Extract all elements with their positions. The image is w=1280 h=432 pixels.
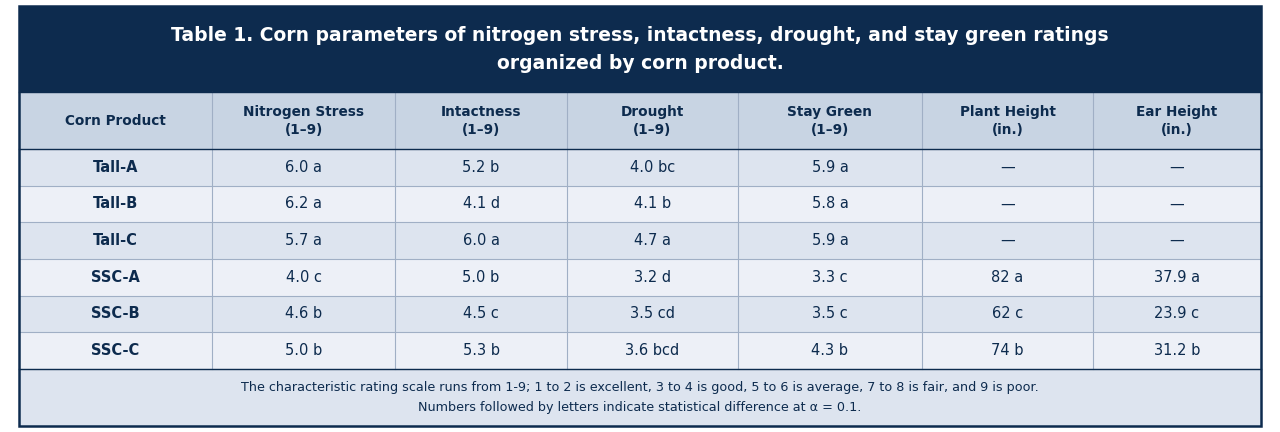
Text: 5.9 a: 5.9 a xyxy=(812,160,849,175)
Text: 5.2 b: 5.2 b xyxy=(462,160,499,175)
Text: —: — xyxy=(1170,233,1184,248)
Text: Ear Height
(in.): Ear Height (in.) xyxy=(1137,105,1217,137)
Text: 5.7 a: 5.7 a xyxy=(285,233,323,248)
Text: 3.5 c: 3.5 c xyxy=(812,306,847,321)
Text: 6.2 a: 6.2 a xyxy=(285,197,323,211)
Text: 6.0 a: 6.0 a xyxy=(462,233,499,248)
Text: Tall-A: Tall-A xyxy=(92,160,138,175)
Text: Tall-B: Tall-B xyxy=(92,197,138,211)
Text: Nitrogen Stress
(1–9): Nitrogen Stress (1–9) xyxy=(243,105,364,137)
Text: The characteristic rating scale runs from 1-9; 1 to 2 is excellent, 3 to 4 is go: The characteristic rating scale runs fro… xyxy=(241,381,1039,414)
Text: Plant Height
(in.): Plant Height (in.) xyxy=(960,105,1056,137)
Text: 4.7 a: 4.7 a xyxy=(634,233,671,248)
Text: Tall-C: Tall-C xyxy=(93,233,138,248)
Text: 4.0 c: 4.0 c xyxy=(285,270,321,285)
Bar xyxy=(19,295,1261,332)
Text: 4.6 b: 4.6 b xyxy=(285,306,323,321)
Text: SSC-B: SSC-B xyxy=(91,306,140,321)
Text: 4.0 bc: 4.0 bc xyxy=(630,160,675,175)
Text: 3.2 d: 3.2 d xyxy=(634,270,671,285)
Text: Intactness
(1–9): Intactness (1–9) xyxy=(440,105,521,137)
Text: 3.3 c: 3.3 c xyxy=(812,270,847,285)
Bar xyxy=(19,332,1261,369)
Text: Stay Green
(1–9): Stay Green (1–9) xyxy=(787,105,873,137)
Text: 5.9 a: 5.9 a xyxy=(812,233,849,248)
Text: Drought
(1–9): Drought (1–9) xyxy=(621,105,684,137)
Text: —: — xyxy=(1170,160,1184,175)
Bar xyxy=(19,259,1261,295)
Text: —: — xyxy=(1000,233,1015,248)
Text: Corn Product: Corn Product xyxy=(65,114,166,128)
Text: —: — xyxy=(1000,197,1015,211)
Text: 4.1 d: 4.1 d xyxy=(462,197,499,211)
Text: SSC-A: SSC-A xyxy=(91,270,140,285)
Text: 74 b: 74 b xyxy=(991,343,1024,358)
Bar xyxy=(19,92,1261,149)
Text: 3.6 bcd: 3.6 bcd xyxy=(626,343,680,358)
Bar xyxy=(19,369,1261,426)
Text: Table 1. Corn parameters of nitrogen stress, intactness, drought, and stay green: Table 1. Corn parameters of nitrogen str… xyxy=(172,26,1108,73)
Text: SSC-C: SSC-C xyxy=(91,343,140,358)
Text: 5.3 b: 5.3 b xyxy=(462,343,499,358)
Text: 37.9 a: 37.9 a xyxy=(1155,270,1201,285)
Text: 23.9 c: 23.9 c xyxy=(1155,306,1199,321)
Text: 82 a: 82 a xyxy=(992,270,1024,285)
Bar xyxy=(19,186,1261,222)
Text: —: — xyxy=(1000,160,1015,175)
Text: 31.2 b: 31.2 b xyxy=(1153,343,1201,358)
Bar xyxy=(19,149,1261,186)
Text: 5.0 b: 5.0 b xyxy=(285,343,323,358)
Text: 4.3 b: 4.3 b xyxy=(812,343,849,358)
Text: —: — xyxy=(1170,197,1184,211)
Text: 3.5 cd: 3.5 cd xyxy=(630,306,675,321)
Text: 62 c: 62 c xyxy=(992,306,1023,321)
Text: 6.0 a: 6.0 a xyxy=(285,160,323,175)
Text: 5.8 a: 5.8 a xyxy=(812,197,849,211)
Bar xyxy=(19,6,1261,92)
Text: 4.5 c: 4.5 c xyxy=(463,306,499,321)
Text: 5.0 b: 5.0 b xyxy=(462,270,499,285)
Text: 4.1 b: 4.1 b xyxy=(634,197,671,211)
Bar xyxy=(19,222,1261,259)
